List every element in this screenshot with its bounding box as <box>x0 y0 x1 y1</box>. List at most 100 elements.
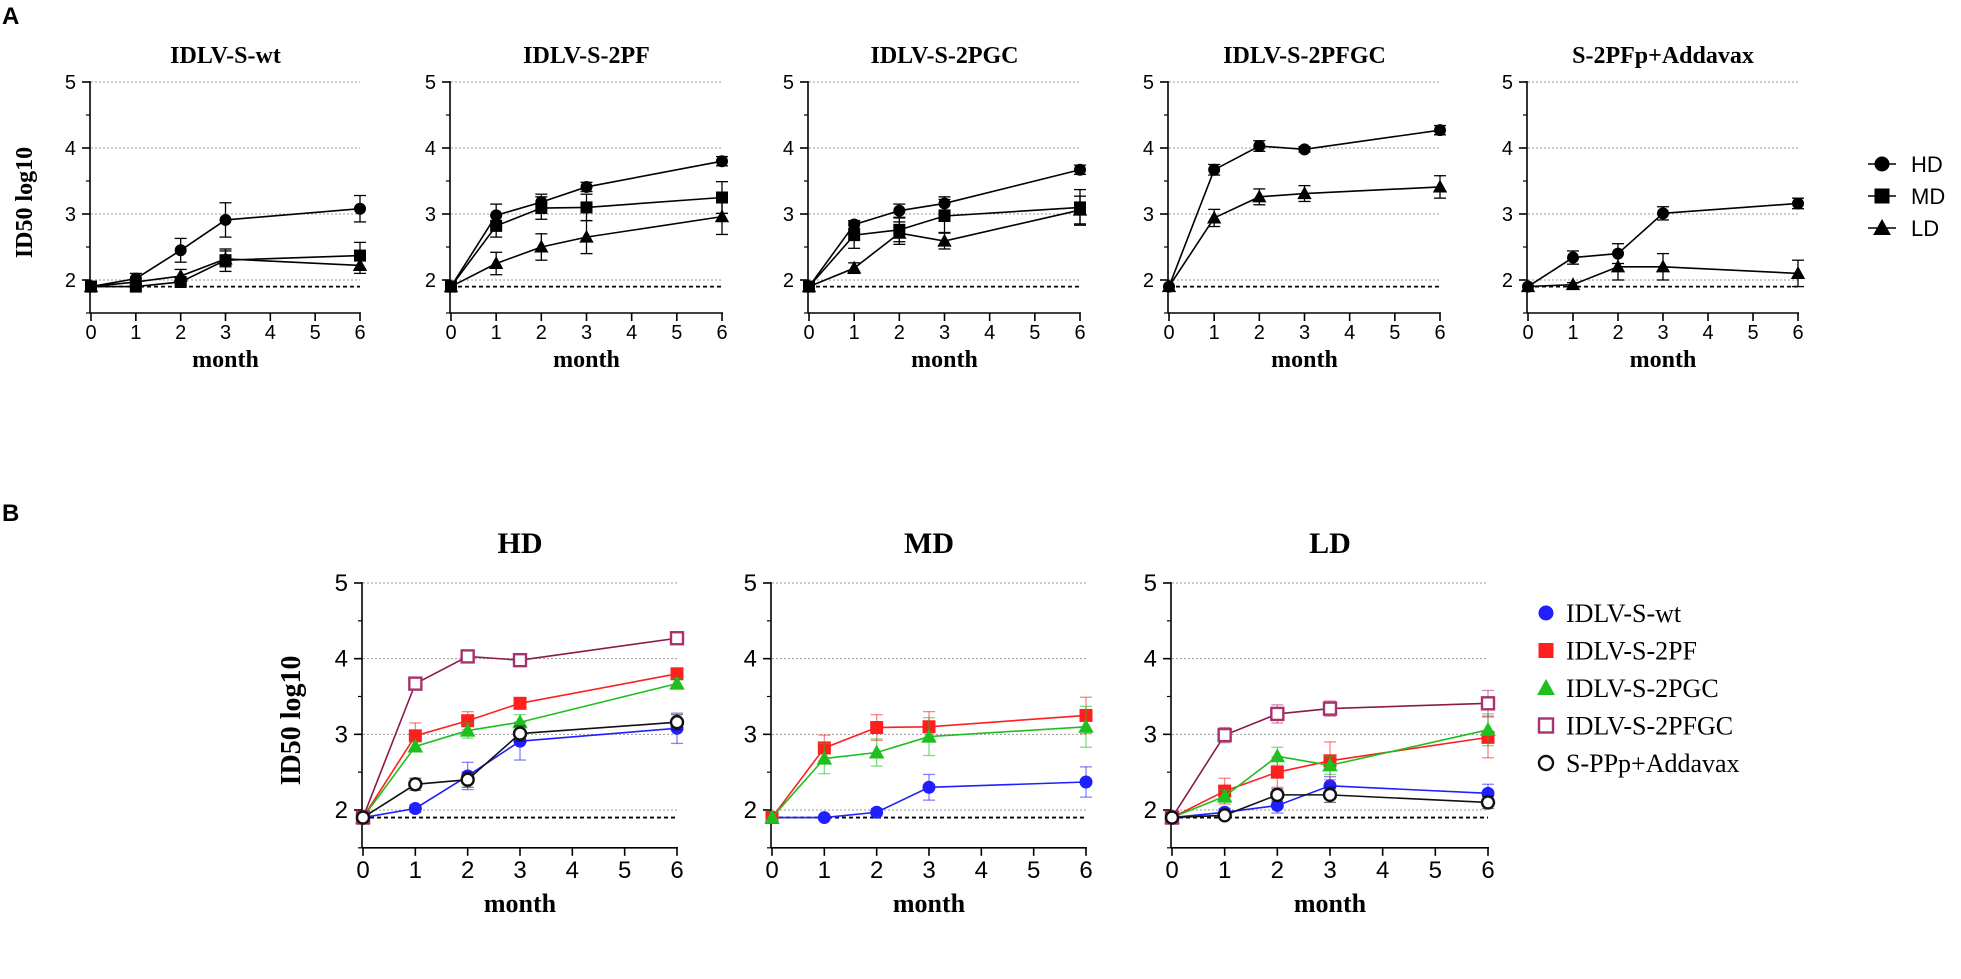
y-tick-label: 3 <box>65 204 76 226</box>
y-tick-label: 2 <box>1502 270 1513 292</box>
series-idlv-s-2pfgc <box>355 631 685 825</box>
x-tick-label: 6 <box>670 857 683 884</box>
y-tick-label: 4 <box>783 138 794 160</box>
x-tick-label: 0 <box>445 322 456 344</box>
chart-title: S-2PFp+Addavax <box>1572 43 1754 69</box>
legend-item-hd: HD <box>1868 152 1943 177</box>
data-point <box>1790 266 1806 279</box>
data-point <box>580 201 593 214</box>
x-tick-label: 2 <box>461 857 474 884</box>
x-tick-label: 2 <box>536 322 547 344</box>
x-tick-label: 6 <box>1481 857 1494 884</box>
y-tick-label: 2 <box>1143 270 1154 292</box>
data-point <box>1217 808 1232 823</box>
data-point <box>352 258 368 272</box>
y-tick-label: 4 <box>65 138 76 160</box>
x-axis-label: month <box>553 347 620 373</box>
legend-label: MD <box>1911 184 1945 209</box>
data-point <box>443 279 459 293</box>
x-tick-label: 6 <box>1079 857 1092 884</box>
y-tick-label: 4 <box>425 138 436 160</box>
legend-label: IDLV-S-2PGC <box>1566 674 1719 703</box>
data-point <box>1216 788 1233 803</box>
y-tick-label: 3 <box>783 204 794 226</box>
data-point <box>512 652 528 668</box>
x-tick-label: 0 <box>1163 322 1174 344</box>
data-point <box>1161 279 1177 293</box>
series-ld <box>801 195 1088 293</box>
legend-b: IDLV-S-wt IDLV-S-2PF IDLV-S-2PGC IDLV-S-2PF… <box>1537 599 1740 778</box>
y-tick-label: 2 <box>1144 797 1157 824</box>
series-idlv-s-2pgc <box>764 705 1094 824</box>
data-point <box>1520 279 1536 293</box>
data-point <box>408 777 423 792</box>
x-axis-label: month <box>1294 889 1367 918</box>
data-point <box>535 202 548 215</box>
data-point <box>1657 207 1669 220</box>
x-tick-label: 2 <box>175 322 186 344</box>
x-tick-label: 4 <box>265 322 276 344</box>
legend-item-idlv-s-2pgc: IDLV-S-2PGC <box>1537 674 1719 703</box>
chart-title: IDLV-S-wt <box>170 43 281 69</box>
data-point <box>1252 189 1267 203</box>
data-point <box>714 209 730 223</box>
data-point <box>1567 251 1579 264</box>
y-axis-label: ID50 log10 <box>12 147 38 258</box>
y-tick-label: 4 <box>1502 138 1513 160</box>
y-tick-label: 5 <box>335 570 348 597</box>
y-tick-label: 3 <box>335 721 348 748</box>
y-tick-label: 5 <box>783 72 794 94</box>
series-ld <box>1520 252 1806 293</box>
x-tick-label: 1 <box>409 857 422 884</box>
legend-marker-triangle <box>1873 218 1891 235</box>
data-point <box>937 233 952 247</box>
x-tick-label: 6 <box>1792 322 1803 344</box>
data-point <box>1270 765 1284 779</box>
data-point <box>512 726 528 741</box>
legend-marker-square <box>1538 643 1554 658</box>
x-tick-label: 1 <box>1567 322 1578 344</box>
chart-title: IDLV-S-2PF <box>523 43 650 69</box>
data-point <box>870 805 884 819</box>
x-tick-label: 1 <box>491 322 502 344</box>
x-tick-label: 0 <box>1522 322 1533 344</box>
y-tick-label: 3 <box>1143 204 1154 226</box>
data-point <box>1270 787 1285 803</box>
data-point <box>83 279 99 293</box>
legend-label: IDLV-S-wt <box>1566 599 1682 628</box>
x-tick-label: 5 <box>310 322 321 344</box>
y-axis-label: ID50 log10 <box>276 655 307 785</box>
data-point <box>893 204 906 217</box>
x-tick-label: 3 <box>513 857 526 884</box>
y-tick-label: 3 <box>425 204 436 226</box>
x-tick-label: 0 <box>85 322 96 344</box>
data-point <box>460 649 475 664</box>
chart-title: IDLV-S-2PFGC <box>1223 43 1386 69</box>
chart-b-md: MD 2 3 4 5 0 1 2 3 4 5 6 month <box>744 527 1094 918</box>
data-point <box>1206 210 1222 224</box>
x-axis-label: month <box>192 347 259 373</box>
x-tick-label: 0 <box>1165 857 1178 884</box>
data-point <box>128 274 144 288</box>
legend-marker-circle <box>1538 605 1554 621</box>
data-point <box>1792 197 1804 210</box>
legend-marker-triangle <box>1537 678 1555 695</box>
data-point <box>513 696 527 710</box>
x-tick-label: 2 <box>894 322 905 344</box>
x-tick-label: 1 <box>1209 322 1220 344</box>
legend-label: LD <box>1911 216 1939 241</box>
series-idlv-s-2pgc <box>1164 713 1496 824</box>
x-tick-label: 3 <box>1323 857 1336 884</box>
x-tick-label: 5 <box>1027 857 1040 884</box>
legend-item-idlv-s-wt: IDLV-S-wt <box>1538 599 1682 628</box>
x-tick-label: 6 <box>1434 322 1445 344</box>
x-tick-label: 2 <box>1254 322 1265 344</box>
y-tick-label: 2 <box>65 270 76 292</box>
data-point <box>1074 163 1086 176</box>
chart-b-ld: LD 2 3 4 5 0 1 2 3 4 5 6 month <box>1144 527 1496 918</box>
y-tick-label: 5 <box>425 72 436 94</box>
x-tick-label: 3 <box>922 857 935 884</box>
x-tick-label: 0 <box>803 322 814 344</box>
series-ld <box>83 250 368 293</box>
data-point <box>1565 277 1581 291</box>
